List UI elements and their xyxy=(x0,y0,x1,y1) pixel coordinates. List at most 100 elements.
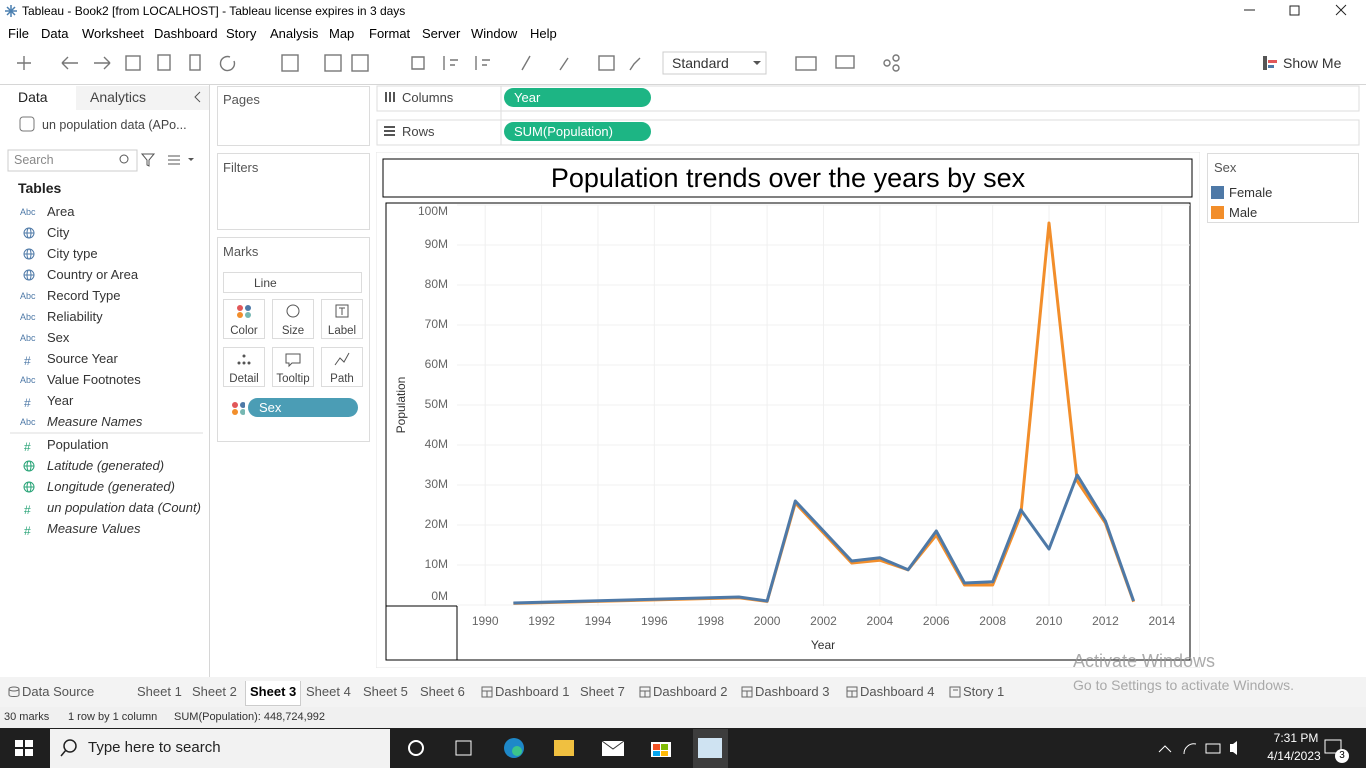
field-icon: Abc xyxy=(20,312,36,322)
mark-button[interactable] xyxy=(321,299,363,339)
menu-item[interactable]: Format xyxy=(369,26,411,41)
x-axis-title: Year xyxy=(811,638,835,652)
mark-button-icon xyxy=(286,304,300,318)
field[interactable]: Latitude (generated) xyxy=(47,458,165,473)
mark-button[interactable] xyxy=(321,347,363,387)
columns-pill[interactable]: Year xyxy=(504,88,651,107)
globe-icon xyxy=(23,227,35,239)
legend-label[interactable]: Male xyxy=(1229,205,1258,220)
x-tick-label: 2002 xyxy=(810,614,837,628)
sheet-tab[interactable]: Story 1 xyxy=(963,684,1005,699)
tab-icon xyxy=(8,686,20,697)
taskbar-search[interactable]: Type here to search xyxy=(88,739,221,756)
field[interactable]: Measure Values xyxy=(47,521,141,536)
search-box[interactable]: Search xyxy=(14,153,54,167)
field[interactable]: Sex xyxy=(47,330,70,345)
field-icon: # xyxy=(24,440,31,454)
watermark-title: Activate Windows xyxy=(1073,651,1216,671)
field[interactable]: Population xyxy=(47,437,109,452)
sheet-tab[interactable]: Dashboard 4 xyxy=(860,684,935,699)
sheet-tab[interactable]: Sheet 7 xyxy=(580,684,625,699)
data-source[interactable]: un population data (APo... xyxy=(42,118,187,132)
mark-button[interactable] xyxy=(223,347,265,387)
menu-item[interactable]: File xyxy=(8,26,29,41)
field-icon: # xyxy=(24,354,31,368)
menu-item[interactable]: Dashboard xyxy=(154,26,218,41)
menu-item[interactable]: Story xyxy=(226,26,257,41)
tab-icon xyxy=(846,686,858,698)
menu-item[interactable]: Worksheet xyxy=(82,26,144,41)
sheet-tab[interactable]: Sheet 1 xyxy=(137,684,182,699)
y-tick-label: 10M xyxy=(425,557,448,571)
menu-item[interactable]: Data xyxy=(41,26,69,41)
sheet-tab[interactable]: Sheet 3 xyxy=(245,681,302,706)
menu-item[interactable]: Map xyxy=(329,26,355,41)
field[interactable]: Record Type xyxy=(47,288,121,303)
x-tick-label: 2014 xyxy=(1148,614,1175,628)
mark-button-label: Path xyxy=(330,373,354,385)
legend-swatch xyxy=(1211,206,1224,219)
sheet-tab[interactable]: Sheet 5 xyxy=(363,684,408,699)
mark-button[interactable] xyxy=(272,299,314,339)
field[interactable]: Area xyxy=(47,204,75,219)
y-tick-label: 40M xyxy=(425,437,448,451)
mark-button[interactable] xyxy=(223,299,265,339)
sheet-tab[interactable]: Dashboard 1 xyxy=(495,684,570,699)
sheet-tab[interactable]: Sheet 4 xyxy=(306,684,351,699)
globe-icon xyxy=(23,481,35,493)
sheet-tab[interactable]: Data Source xyxy=(22,684,95,699)
field[interactable]: Reliability xyxy=(47,309,103,324)
field-icon: # xyxy=(24,503,31,517)
field-icon: Abc xyxy=(20,333,36,343)
menu-item[interactable]: Window xyxy=(471,26,518,41)
mark-button-icon xyxy=(237,354,251,365)
tables-heading: Tables xyxy=(18,180,62,196)
field[interactable]: City xyxy=(47,225,70,240)
series-line xyxy=(513,473,1136,605)
y-tick-label: 60M xyxy=(425,357,448,371)
mark-type[interactable]: Line xyxy=(254,276,277,290)
field[interactable]: un population data (Count) xyxy=(47,500,201,515)
color-icon xyxy=(232,402,245,415)
field-icon: Abc xyxy=(20,291,36,301)
menu-item[interactable]: Analysis xyxy=(270,26,319,41)
mark-type-dropdown xyxy=(223,272,362,293)
rows-pill[interactable]: SUM(Population) xyxy=(504,122,651,141)
field[interactable]: Year xyxy=(47,393,74,408)
y-tick-label: 20M xyxy=(425,517,448,531)
show-me-button[interactable]: Show Me xyxy=(1283,55,1342,71)
notification-badge[interactable]: 3 xyxy=(1335,749,1349,763)
legend xyxy=(1207,153,1359,223)
menu-item[interactable]: Server xyxy=(422,26,461,41)
chart-title: Population trends over the years by sex xyxy=(551,163,1026,193)
y-tick-label: 70M xyxy=(425,317,448,331)
marks-pill[interactable]: Sex xyxy=(248,398,358,417)
data-tab[interactable]: Data xyxy=(18,89,48,105)
field-icon: # xyxy=(24,396,31,410)
x-tick-label: 2012 xyxy=(1092,614,1119,628)
field[interactable]: Country or Area xyxy=(47,267,139,282)
field[interactable]: Longitude (generated) xyxy=(47,479,175,494)
analytics-tab[interactable]: Analytics xyxy=(90,89,147,105)
mark-button-icon xyxy=(334,352,350,366)
field[interactable]: Source Year xyxy=(47,351,118,366)
mark-button-icon xyxy=(285,353,301,368)
y-tick-label: 0M xyxy=(431,589,448,603)
sheet-tab[interactable]: Dashboard 3 xyxy=(755,684,830,699)
field[interactable]: City type xyxy=(47,246,98,261)
status-layout: 1 row by 1 column xyxy=(68,711,158,723)
chart: Population trends over the years by sex … xyxy=(376,152,1200,668)
legend-label[interactable]: Female xyxy=(1229,185,1273,200)
x-tick-label: 1992 xyxy=(528,614,555,628)
sheet-tab[interactable]: Sheet 6 xyxy=(420,684,465,699)
y-axis-title: Population xyxy=(394,377,408,434)
field-icon: Abc xyxy=(20,207,36,217)
sheet-tab[interactable]: Sheet 2 xyxy=(192,684,237,699)
sheet-tab[interactable]: Dashboard 2 xyxy=(653,684,728,699)
field[interactable]: Measure Names xyxy=(47,414,143,429)
x-tick-label: 2006 xyxy=(923,614,950,628)
field[interactable]: Value Footnotes xyxy=(47,372,141,387)
menu-item[interactable]: Help xyxy=(530,26,557,41)
fit-dropdown[interactable]: Standard xyxy=(672,55,729,71)
